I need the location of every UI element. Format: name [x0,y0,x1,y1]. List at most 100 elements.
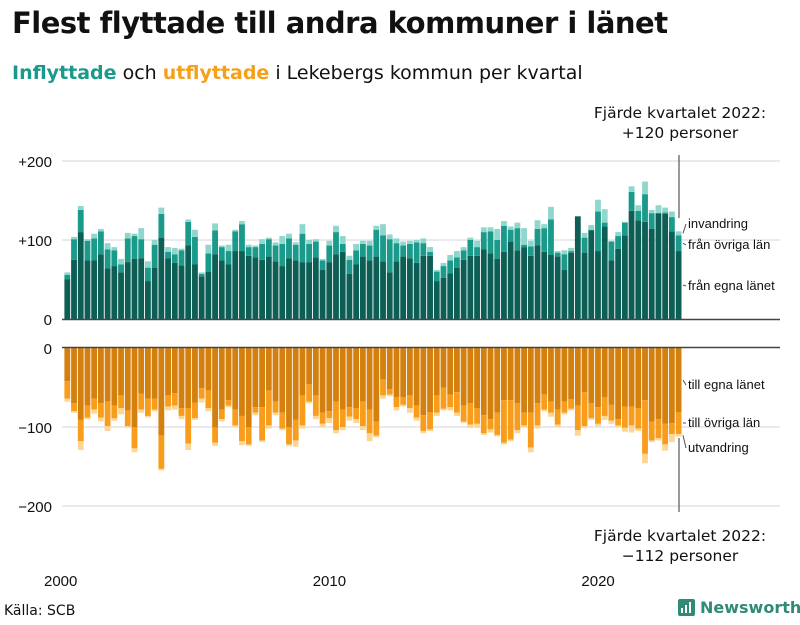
outflow-bar-segment [185,348,192,409]
outflow-bar-segment [662,444,669,451]
outflow-bar-segment [178,408,185,416]
inflow-bar-segment [71,239,77,260]
outflow-bar-segment [373,348,380,422]
outflow-bar-segment [595,407,601,424]
chart-subtitle: Inflyttade och utflyttade i Lekebergs ko… [12,62,583,84]
series-labels: invandring från övriga län från egna länet… [682,216,775,455]
inflow-bar-segment [373,225,380,230]
inflow-bar-segment [447,273,454,319]
outflow-bar-segment [501,400,507,443]
inflow-bar-segment [124,238,131,263]
inflow-bar-segment [124,232,131,239]
inflow-bar-segment [339,236,346,244]
outflow-bar-segment [514,430,521,434]
inflow-bar-segment [527,246,534,256]
inflow-bar-segment [245,255,252,319]
outflow-bar-segment [433,412,440,416]
inflow-bar-segment [118,258,124,265]
inflow-bar-segment [628,210,635,319]
inflow-bar-segment [648,209,655,214]
outflow-bar-segment [487,429,494,433]
outflow-bar-segment [393,396,400,408]
outflow-bar-segment [165,406,171,411]
outflow-bar-segment [386,389,393,395]
inflow-bar-segment [460,247,467,251]
inflow-bar-segment [433,271,440,282]
inflow-bar-segment [333,254,339,319]
y-tick-label-top: +100 [18,233,52,250]
outflow-bar-segment [151,398,158,410]
y-tick-label-top: 0 [44,312,52,329]
outflow-bar-segment [97,348,104,404]
inflow-bar-segment [245,247,252,256]
outflow-bar-segment [312,415,319,420]
inflow-bar-segment [548,219,554,256]
brand-logo[interactable]: Newsworthy [678,598,800,617]
inflow-bar-segment [642,181,648,195]
inflow-bar-segment [71,259,77,319]
outflow-bar-segment [265,390,272,426]
inflow-bar-segment [306,240,313,244]
outflow-bar-segment [97,417,104,422]
inflow-bar-segment [111,247,118,251]
inflow-bar-segment [554,252,561,257]
outflow-bar-segment [621,348,628,407]
inflow-bar-segment [568,252,575,319]
inflow-bar-segment [534,220,541,229]
outflow-bar-segment [218,409,225,420]
inflow-bar-segment [225,251,232,265]
subtitle-connector: och [116,62,163,84]
inflow-bar-segment [662,212,669,214]
inflow-bar-segment [675,251,682,319]
bottom-annotation: Fjärde kvartalet 2022: −112 personer [580,526,780,566]
inflow-bar-segment [272,261,279,319]
inflow-bar-segment [494,240,501,259]
inflow-bar-segment [198,273,205,277]
inflow-bar-segment [615,236,622,249]
outflow-bar-segment [225,405,232,408]
outflow-bar-segment [91,348,98,399]
newsworthy-logo-icon [678,599,695,616]
outflow-bar-segment [628,406,635,426]
outflow-bar-segment [467,403,474,425]
inflow-bar-segment [77,232,84,319]
outflow-bar-segment [400,404,407,407]
inflow-bar-segment [668,211,675,218]
outflow-bar-segment [218,419,225,422]
outflow-bar-segment [541,348,548,395]
outflow-bar-segment [232,348,239,410]
outflow-bar-segment [171,393,178,406]
outflow-bar-segment [279,412,286,429]
inflow-bar-segment [608,241,615,261]
inflow-bar-segment [353,264,360,319]
outflow-bar-segment [487,419,494,430]
inflow-bar-segment [440,262,447,267]
outflow-bar-segment [71,348,77,404]
outflow-bar-segment [662,348,669,424]
outflow-bar-segment [648,348,655,422]
outflow-bar-segment [548,401,554,413]
outflow-bar-segment [675,348,682,412]
y-tick-label-top: +200 [18,154,52,171]
outflow-bar-segment [71,411,77,413]
outflow-bar-segment [124,348,131,411]
series-label: invandring [688,216,748,231]
inflow-bar-segment [77,206,84,210]
series-label-leader [682,435,687,449]
series-label-leader [682,223,687,234]
inflow-bar-segment [131,236,138,259]
inflow-bar-segment [413,262,420,319]
inflow-bar-segment [635,205,642,211]
outflow-bar-segment [675,411,682,435]
inflow-bar-segment [84,239,91,241]
inflow-bar-segment [145,281,151,319]
outflow-bar-segment [299,348,306,396]
inflow-bar-segment [118,264,124,273]
inflow-bar-segment [306,262,313,319]
inflow-bar-segment [642,221,648,319]
outflow-bar-segment [406,348,413,396]
x-tick-label: 2000 [44,573,77,590]
outflow-bar-segment [319,423,326,427]
inflow-bar-segment [621,221,628,223]
inflow-bar-segment [111,250,118,267]
